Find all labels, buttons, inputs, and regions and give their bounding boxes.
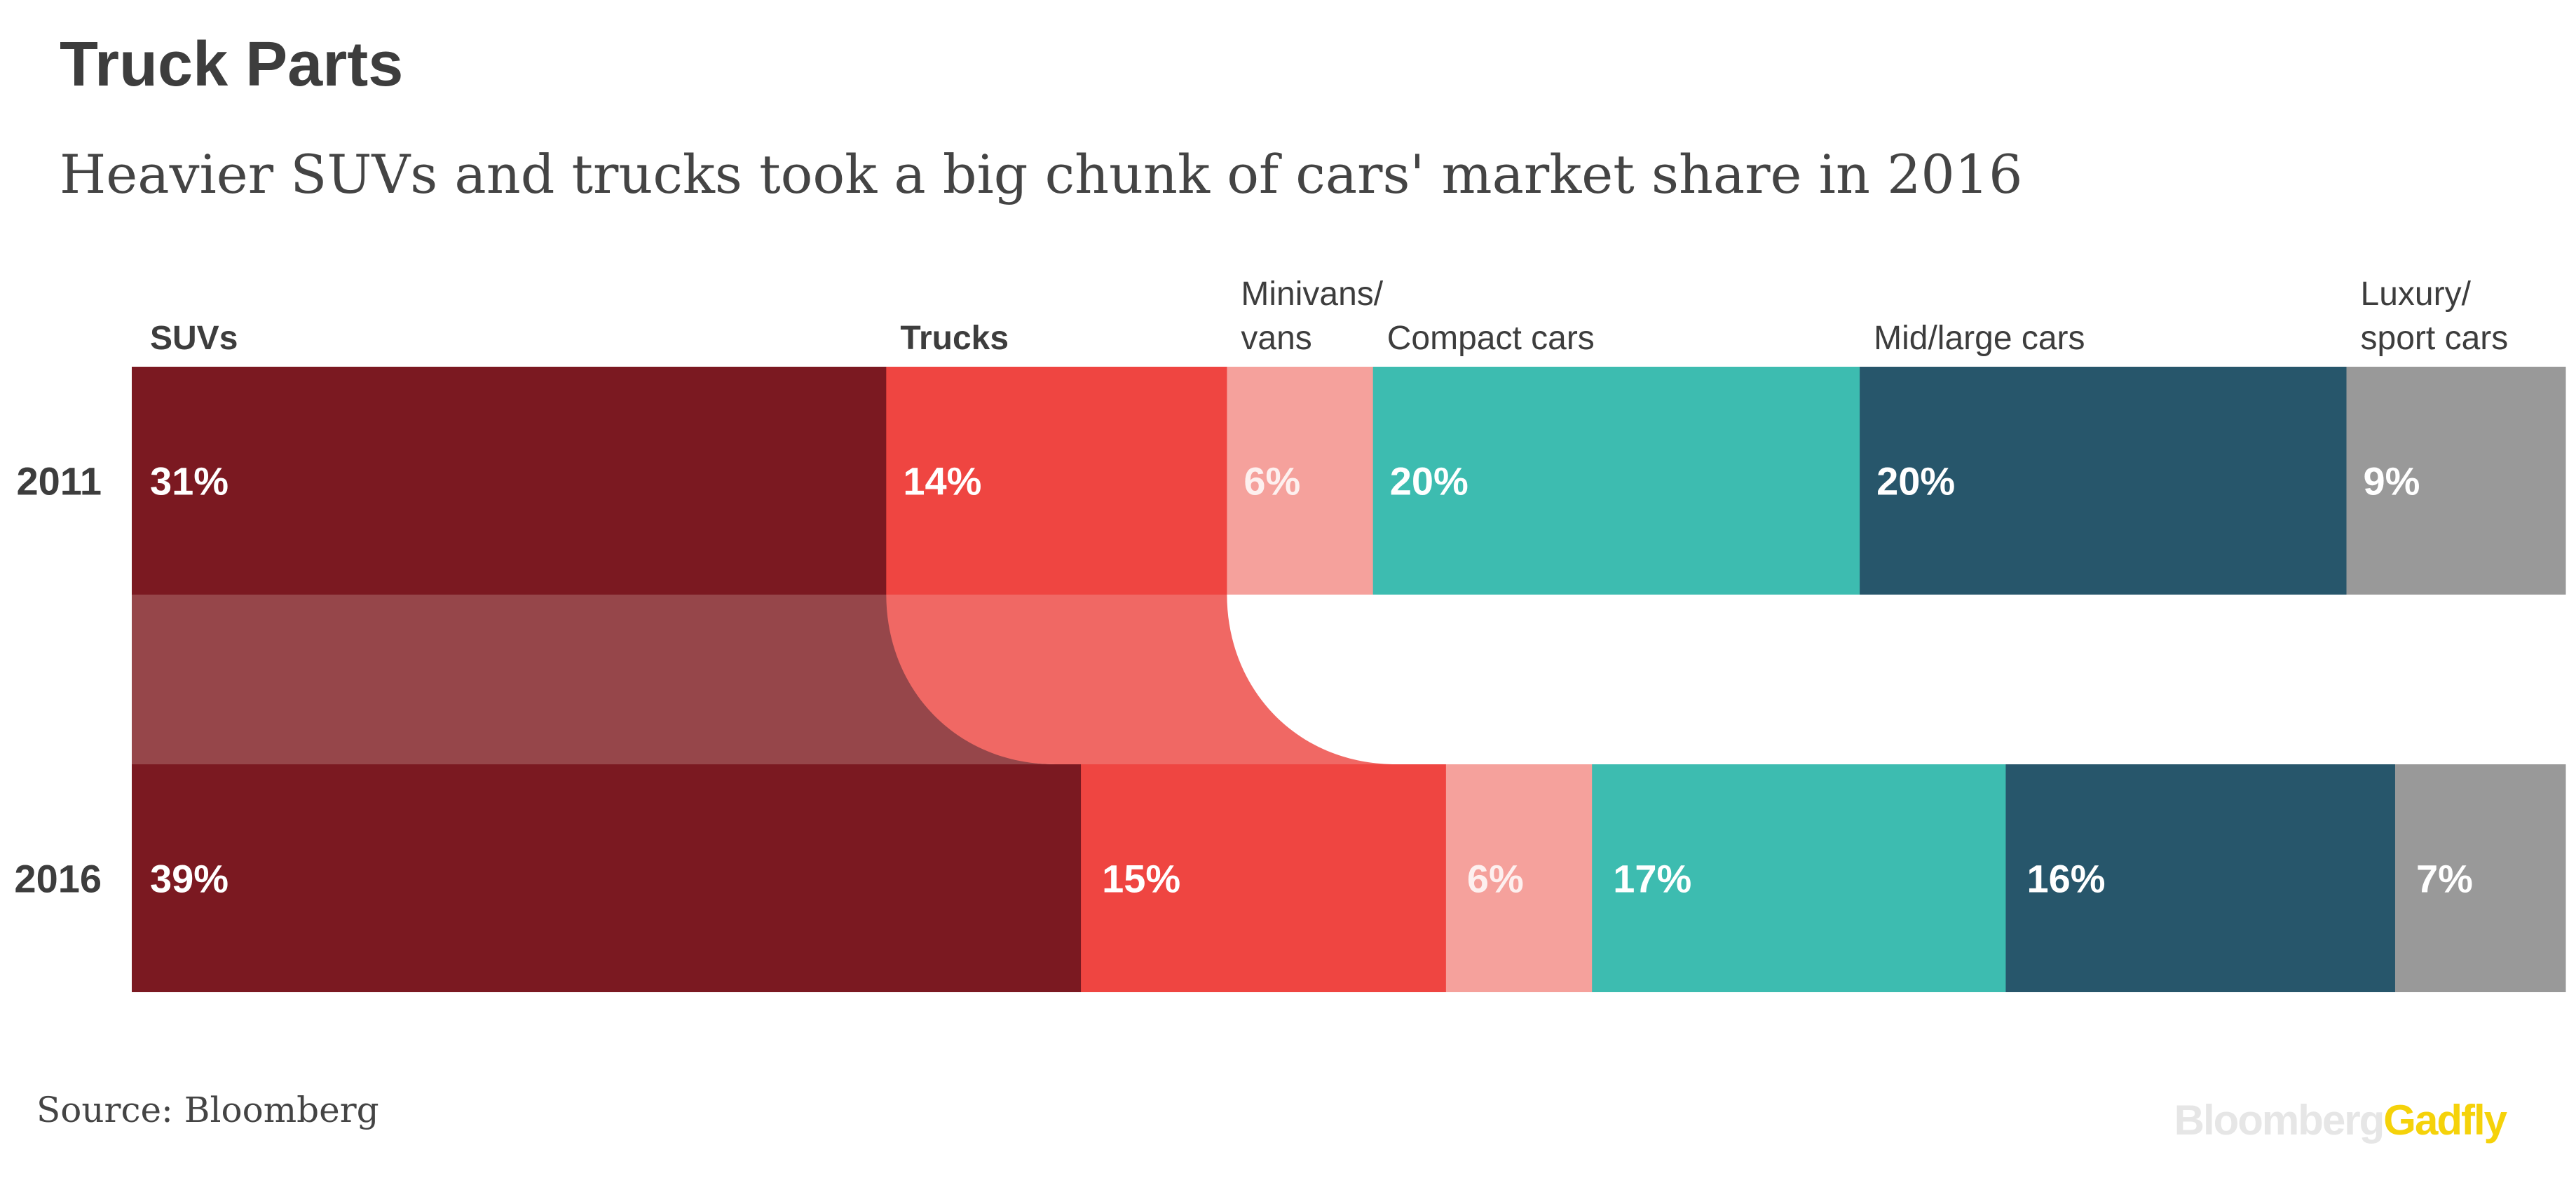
bar-2016-luxury-sport-cars <box>2394 764 2566 992</box>
data-label-2011-minivans-vans: 6% <box>1243 459 1300 503</box>
row-label-2011: 2011 <box>17 459 102 503</box>
bar-2016-suvs <box>132 764 1082 992</box>
data-label-2016-compact-cars: 17% <box>1613 857 1691 901</box>
bar-2016-trucks <box>1081 764 1447 992</box>
brand-logo-part2: Gadfly <box>2383 1097 2507 1144</box>
bar-2011-luxury-sport-cars <box>2346 367 2566 595</box>
row-label-2016: 2016 <box>14 857 102 901</box>
row-labels: 2011 2016 <box>14 459 102 901</box>
brand-logo: BloombergGadfly <box>2174 1097 2508 1144</box>
bar-2011-trucks <box>886 367 1227 595</box>
brand-logo-part1: Bloomberg <box>2174 1097 2384 1144</box>
data-label-2016-minivans-vans: 6% <box>1467 857 1524 901</box>
data-label-2016-mid-large-cars: 16% <box>2026 857 2105 901</box>
legend-label-minivans-vans: Minivans/vans <box>1241 276 1383 357</box>
bar-2016-minivans-vans <box>1445 764 1593 992</box>
bar-2011-compact-cars <box>1372 367 1860 595</box>
data-label-2011-suvs: 31% <box>150 459 229 503</box>
chart-subtitle: Heavier SUVs and trucks took a big chunk… <box>60 143 2023 205</box>
bar-2011-mid-large-cars <box>1860 367 2347 595</box>
data-label-2016-suvs: 39% <box>150 857 229 901</box>
legend-label-mid-large-cars: Mid/large cars <box>1874 320 2085 357</box>
connector-suvs <box>132 595 1056 764</box>
data-label-2011-luxury-sport-cars: 9% <box>2364 459 2420 503</box>
bars-layer: 31% 14% 6% 20% 20% 9% 39% 15% 6% 17% 16% 7% <box>132 367 2566 992</box>
connector-trucks <box>886 595 1397 764</box>
bar-2016-mid-large-cars <box>2005 764 2396 992</box>
data-label-2016-luxury-sport-cars: 7% <box>2416 857 2473 901</box>
data-label-2016-trucks: 15% <box>1102 857 1180 901</box>
bar-2016-compact-cars <box>1592 764 2006 992</box>
chart-title: Truck Parts <box>60 29 403 100</box>
legend-label-trucks: Trucks <box>900 320 1009 357</box>
data-label-2011-compact-cars: 20% <box>1390 459 1468 503</box>
legend-layer: SUVs Trucks Minivans/vans Compact cars Mid/l… <box>150 276 2508 357</box>
legend-label-compact-cars: Compact cars <box>1387 320 1595 357</box>
data-label-2011-mid-large-cars: 20% <box>1876 459 1955 503</box>
legend-label-suvs: SUVs <box>150 320 238 357</box>
connector-layer <box>132 595 1397 764</box>
source-note: Source: Bloomberg <box>36 1090 379 1130</box>
legend-label-luxury-sport-cars: Luxury/sport cars <box>2361 276 2509 357</box>
bar-2011-minivans-vans <box>1227 367 1374 595</box>
data-label-2011-trucks: 14% <box>903 459 981 503</box>
bar-2011-suvs <box>132 367 887 595</box>
